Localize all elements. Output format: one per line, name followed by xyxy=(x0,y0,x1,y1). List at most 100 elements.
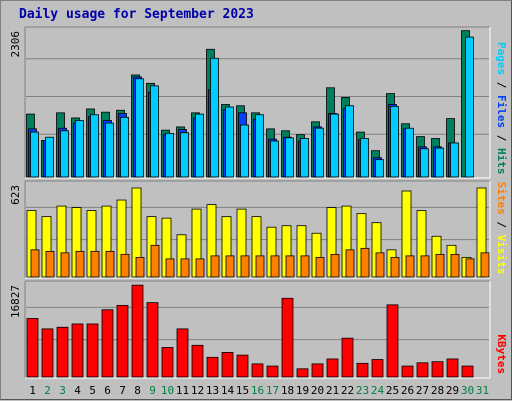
sites-bar xyxy=(150,244,160,278)
pages-bar xyxy=(60,130,69,178)
sites-bar xyxy=(30,249,40,278)
day-tick-label: 22 xyxy=(341,384,354,397)
pages-bar xyxy=(450,142,459,178)
hits-legend-entry: Pages xyxy=(495,42,508,75)
sites-bar xyxy=(300,255,310,278)
kbytes-bar xyxy=(461,365,474,378)
sites-bar xyxy=(105,250,115,278)
pages-bar xyxy=(105,122,114,178)
kbytes-bar xyxy=(431,361,444,378)
pages-bar xyxy=(465,36,474,178)
day-tick-label: 15 xyxy=(236,384,249,397)
sites-bar xyxy=(255,255,265,278)
kbytes-bar xyxy=(116,304,129,378)
sites-bar xyxy=(165,258,175,278)
pages-bar xyxy=(420,148,429,178)
day-tick-label: 9 xyxy=(149,384,156,397)
kbytes-bar xyxy=(371,359,384,378)
sites-bar xyxy=(330,253,340,278)
pages-bar xyxy=(345,105,354,178)
kbytes-bar xyxy=(131,284,144,378)
kbytes-bar xyxy=(296,368,309,378)
kbytes-bar xyxy=(56,326,69,378)
kbytes-bar xyxy=(26,318,39,378)
kbytes-legend: KBytes xyxy=(495,334,508,374)
hits-legend-entry: Hits xyxy=(495,148,508,175)
sites-bar xyxy=(60,252,70,278)
kbytes-bar xyxy=(146,302,159,378)
day-tick-label: 23 xyxy=(356,384,369,397)
pages-bar xyxy=(210,57,219,178)
day-tick-label: 6 xyxy=(104,384,111,397)
sites-bar xyxy=(465,258,475,278)
sites-bar xyxy=(225,255,235,278)
visits-ymax-label: 623 xyxy=(9,185,22,205)
day-tick-label: 7 xyxy=(119,384,126,397)
sites-bar xyxy=(195,258,205,278)
pages-bar xyxy=(45,136,54,178)
sites-bar xyxy=(480,252,490,278)
day-tick-label: 8 xyxy=(134,384,141,397)
kbytes-bar xyxy=(281,297,294,378)
kbytes-bar xyxy=(266,365,279,378)
pages-bar xyxy=(165,132,174,178)
day-tick-label: 17 xyxy=(266,384,279,397)
pages-bar xyxy=(90,114,99,178)
day-tick-label: 25 xyxy=(386,384,399,397)
visits-legend-entry: / xyxy=(495,215,508,235)
day-tick-label: 19 xyxy=(296,384,309,397)
sites-bar xyxy=(375,252,385,278)
pages-bar xyxy=(150,85,159,178)
day-tick-label: 18 xyxy=(281,384,294,397)
day-tick-label: 20 xyxy=(311,384,324,397)
kbytes-bar xyxy=(236,354,249,378)
sites-bar xyxy=(360,247,370,278)
pages-bar xyxy=(405,127,414,178)
pages-bar xyxy=(240,124,249,178)
day-tick-label: 12 xyxy=(191,384,204,397)
visits-legend-entry: Visits xyxy=(495,235,508,275)
kbytes-bar xyxy=(86,323,99,378)
day-tick-label: 30 xyxy=(461,384,474,397)
sites-bar xyxy=(180,258,190,278)
sites-bar xyxy=(270,255,280,278)
pages-bar xyxy=(315,127,324,178)
sites-bar xyxy=(315,256,325,278)
day-tick-label: 27 xyxy=(416,384,429,397)
day-tick-label: 4 xyxy=(74,384,81,397)
kbytes-bar xyxy=(311,363,324,378)
sites-bar xyxy=(90,250,100,278)
sites-bar xyxy=(405,255,415,278)
hits-ymax-label: 2306 xyxy=(9,31,22,58)
sites-bar xyxy=(450,253,460,278)
sites-bar xyxy=(210,255,220,278)
hits-legend: Pages / Files / Hits xyxy=(495,42,508,175)
visits-legend: Sites / Visits xyxy=(495,182,508,275)
kbytes-bar xyxy=(221,351,234,378)
day-tick-label: 24 xyxy=(371,384,385,397)
pages-bar xyxy=(330,113,339,178)
sites-bar xyxy=(435,253,445,278)
kbytes-bar xyxy=(101,309,114,378)
hits-legend-entry: / xyxy=(495,75,508,95)
kbytes-bar xyxy=(386,304,399,378)
kbytes-bar xyxy=(356,362,369,378)
sites-bar xyxy=(345,249,355,278)
sites-bar xyxy=(45,250,55,278)
day-tick-label: 14 xyxy=(221,384,235,397)
day-tick-label: 1 xyxy=(29,384,36,397)
pages-bar xyxy=(435,147,444,178)
sites-bar xyxy=(240,255,250,278)
day-tick-label: 26 xyxy=(401,384,414,397)
pages-bar xyxy=(300,138,309,178)
sites-bar xyxy=(390,256,400,278)
kbytes-bar xyxy=(416,362,429,378)
kbytes-legend-entry: KBytes xyxy=(495,334,508,374)
pages-bar xyxy=(195,113,204,178)
sites-bar xyxy=(285,255,295,278)
pages-bar xyxy=(360,138,369,178)
kbytes-bar xyxy=(71,323,84,378)
day-tick-label: 31 xyxy=(476,384,489,397)
